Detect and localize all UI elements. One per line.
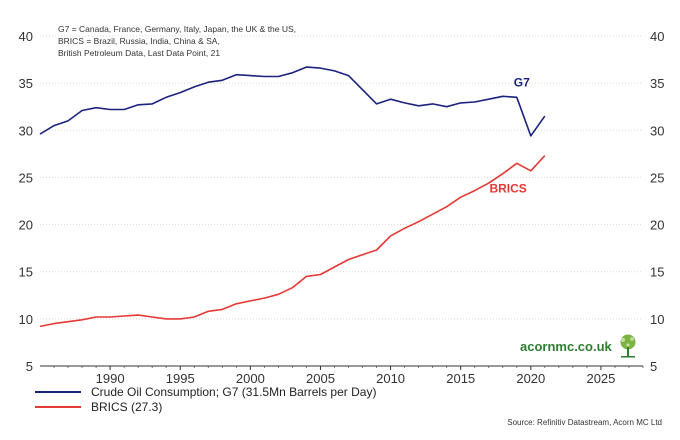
chart-notes: G7 = Canada, France, Germany, Italy, Jap… xyxy=(58,24,296,58)
legend-swatch-g7 xyxy=(35,390,81,393)
y-tick-label-left: 35 xyxy=(19,76,33,91)
series-labels: G7 BRICS xyxy=(489,75,530,195)
y-tick-label-right: 15 xyxy=(650,265,664,280)
x-tick-label: 2000 xyxy=(236,371,265,386)
series-label-brics: BRICS xyxy=(489,181,526,195)
y-tick-label-right: 40 xyxy=(650,29,664,44)
x-tick-label: 1990 xyxy=(96,371,125,386)
legend: Crude Oil Consumption; G7 (31.5Mn Barrel… xyxy=(35,384,376,414)
chart-note-0: G7 = Canada, France, Germany, Italy, Jap… xyxy=(58,24,296,34)
source-note: Source: Refinitiv Datastream, Acorn MC L… xyxy=(507,418,662,427)
y-axis-left: 40 35 30 25 20 15 10 5 xyxy=(19,29,33,374)
series-label-g7: G7 xyxy=(514,75,530,89)
x-tick-label: 2025 xyxy=(586,371,615,386)
y-tick-label-left: 5 xyxy=(26,359,33,374)
legend-label-brics: BRICS (27.3) xyxy=(91,399,163,414)
x-axis: 1990 1995 2000 2005 2010 2015 2020 2025 xyxy=(53,366,644,386)
y-tick-label-left: 10 xyxy=(19,312,33,327)
x-tick-label: 2015 xyxy=(446,371,475,386)
gridlines xyxy=(40,35,643,320)
chart-note-2: British Petroleum Data, Last Data Point,… xyxy=(58,48,220,58)
y-tick-label-right: 25 xyxy=(650,170,664,185)
legend-item-brics: BRICS (27.3) xyxy=(35,399,376,414)
x-tick-label: 2010 xyxy=(376,371,405,386)
y-axis-right: 40 35 30 25 20 15 10 5 xyxy=(650,29,664,374)
y-tick-label-left: 30 xyxy=(19,123,33,138)
legend-label-g7: Crude Oil Consumption; G7 (31.5Mn Barrel… xyxy=(91,384,377,399)
x-tick-label: 2005 xyxy=(306,371,335,386)
series-line-brics xyxy=(39,155,546,328)
y-tick-label-left: 40 xyxy=(19,29,33,44)
y-tick-label-left: 20 xyxy=(19,218,33,233)
y-tick-label-right: 20 xyxy=(650,218,664,233)
y-tick-label-left: 15 xyxy=(19,265,33,280)
tree-icon xyxy=(620,334,636,358)
chart-note-1: BRICS = Brazil, Russia, India, China & S… xyxy=(58,36,220,46)
x-tick-label: 2020 xyxy=(516,371,545,386)
series-line-g7 xyxy=(39,66,546,137)
logo-text: acornmc.co.uk xyxy=(520,338,612,354)
y-tick-label-right: 10 xyxy=(650,312,664,327)
legend-swatch-brics xyxy=(35,405,81,408)
acorn-logo: acornmc.co.uk xyxy=(520,333,640,359)
x-tick-label: 1995 xyxy=(166,371,195,386)
y-tick-label-left: 25 xyxy=(19,170,33,185)
legend-item-g7: Crude Oil Consumption; G7 (31.5Mn Barrel… xyxy=(35,384,376,399)
y-tick-label-right: 30 xyxy=(650,123,664,138)
y-tick-label-right: 35 xyxy=(650,76,664,91)
y-tick-label-right: 5 xyxy=(650,359,657,374)
series-lines xyxy=(39,66,546,328)
